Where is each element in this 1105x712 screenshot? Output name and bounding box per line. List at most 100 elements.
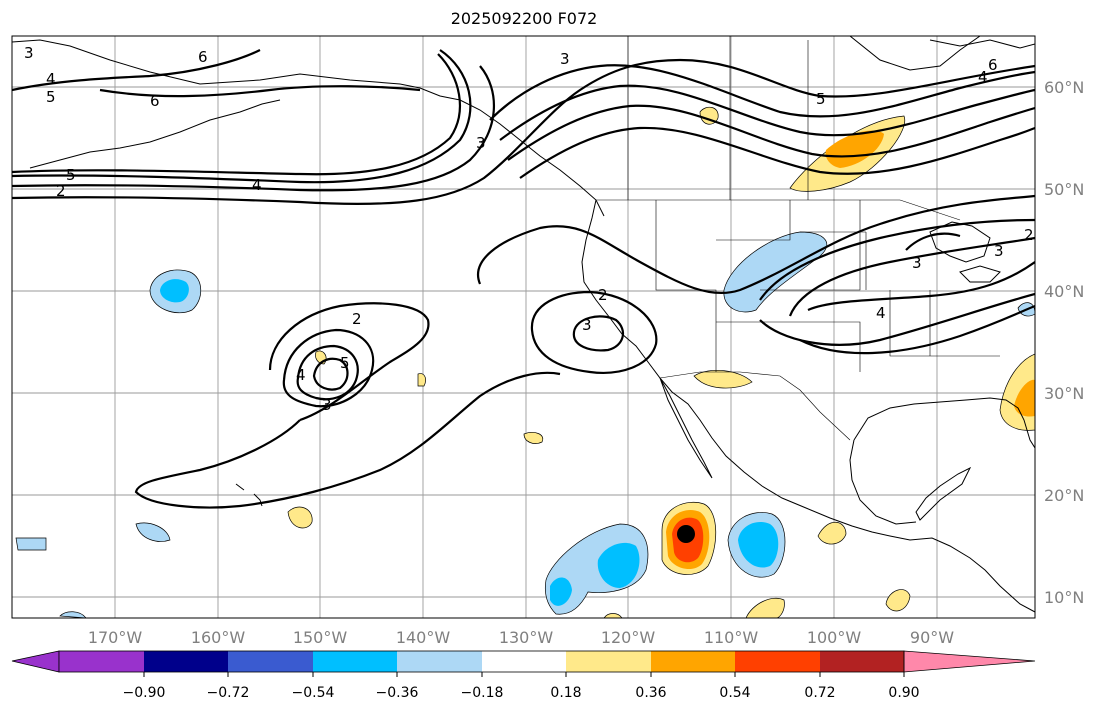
colorbar: −0.90 −0.72 −0.54 −0.36 −0.18 0.18 0.36 … — [11, 650, 1036, 701]
lon-label: 160°W — [191, 628, 246, 647]
graticule — [12, 36, 1035, 618]
contour-2-pacific-low — [268, 302, 430, 422]
contour-label: 3 — [912, 254, 922, 272]
contour-5-jet — [507, 104, 1035, 161]
colorbar-tick-label: −0.54 — [292, 685, 335, 701]
colorbar-tick-label: 0.90 — [888, 685, 919, 701]
contour-5-pacific-low — [312, 357, 349, 391]
anomaly-pos-south-2 — [885, 589, 911, 612]
contour-label: 2 — [598, 286, 608, 304]
contour-6-northwest — [99, 85, 421, 98]
colorbar-tick-label: −0.18 — [461, 685, 504, 701]
lon-label: 150°W — [293, 628, 348, 647]
lon-label: 140°W — [396, 628, 451, 647]
colorbar-segment — [482, 651, 567, 672]
lat-label: 20°N — [1044, 486, 1084, 505]
lon-label: 90°W — [910, 628, 954, 647]
contour-2-trough — [477, 194, 1035, 295]
canada-provinces — [627, 36, 809, 200]
contour-label: 5 — [46, 88, 56, 106]
north-america-west-coast — [581, 199, 1035, 613]
lon-label: 130°W — [499, 628, 554, 647]
anomaly-pos-florida-core — [1014, 379, 1035, 417]
colorbar-tick-label: −0.36 — [376, 685, 419, 701]
contour-4-pacific — [12, 49, 472, 184]
anomaly-neg-storm-east-core — [738, 521, 779, 568]
latitude-labels: 60°N 50°N 40°N 30°N 20°N 10°N — [1044, 78, 1084, 607]
contour-label: 5 — [66, 166, 76, 184]
contour-label: 4 — [296, 366, 306, 384]
colorbar-tick-label: 0.36 — [635, 685, 666, 701]
contour-label: 6 — [150, 92, 160, 110]
yucatan — [915, 466, 972, 521]
colorbar-segment — [397, 651, 482, 672]
contour-3-trough — [759, 218, 1035, 301]
contour-5-trough — [759, 292, 1035, 346]
anomaly-neg-west-2 — [135, 522, 171, 542]
baja-california — [659, 377, 713, 479]
contour-label: 4 — [252, 176, 262, 194]
contour-label: 3 — [560, 50, 570, 68]
contour-4-jet — [499, 84, 1035, 141]
contour-4-pacific-low — [296, 344, 359, 401]
contour-2-jet — [12, 58, 1035, 206]
contour-label: 3 — [322, 396, 332, 414]
contour-label-group: 3 4 5 6 5 4 6 3 5 6 4 3 2 3 2 3 5 4 3 4 … — [24, 44, 1034, 414]
contour-4b-trough — [807, 261, 1035, 312]
contour-6-jet — [519, 126, 1035, 179]
map-title: 2025092200 F072 — [450, 9, 598, 28]
colorbar-segment — [566, 651, 651, 672]
colorbar-tick-label: 0.54 — [719, 685, 750, 701]
alaska-coast — [12, 39, 605, 217]
anomaly-pos-canada-core — [825, 130, 884, 168]
colorbar-extend-min — [11, 650, 60, 673]
anomaly-pos-central-2 — [523, 432, 544, 444]
colorbar-segment — [651, 651, 736, 672]
colorbar-segment — [313, 651, 398, 672]
contour-label: 4 — [978, 68, 988, 86]
colorbar-tick-label: 0.72 — [804, 685, 835, 701]
contour-4b-pacific — [12, 53, 461, 176]
contour-label: 6 — [988, 56, 998, 74]
us-mexico-border — [659, 371, 851, 441]
canada-arctic — [929, 39, 1035, 49]
colorbar-tick-label: −0.72 — [207, 685, 250, 701]
anomaly-neg-storm-west-core — [597, 542, 640, 588]
contour-3-california-low — [572, 315, 625, 352]
contour-label: 6 — [198, 48, 208, 66]
contour-5-northwest — [12, 49, 261, 92]
longitude-labels: 170°W 160°W 150°W 140°W 130°W 120°W 110°… — [88, 628, 954, 647]
anomaly-pos-south-1 — [745, 597, 785, 618]
anomaly-neg-north-pacific-core — [160, 279, 189, 303]
colorbar-tick-label: −0.90 — [123, 685, 166, 701]
contour-label: 3 — [476, 134, 486, 152]
contour-label: 2 — [352, 310, 362, 328]
anomaly-neg-west-1 — [15, 537, 47, 551]
lat-label: 50°N — [1044, 180, 1084, 199]
anomaly-neg-storm-west-core-2 — [550, 577, 572, 606]
lon-label: 110°W — [704, 628, 759, 647]
storm-center-marker — [677, 525, 695, 543]
contour-label: 2 — [1024, 226, 1034, 244]
map-canvas: 3 4 5 6 5 4 6 3 5 6 4 3 2 3 2 3 5 4 3 4 … — [12, 36, 1035, 618]
contour-label: 3 — [994, 242, 1004, 260]
lat-label: 30°N — [1044, 384, 1084, 403]
colorbar-segment — [59, 651, 144, 672]
contour-3-pacific — [12, 65, 496, 192]
contour-2-california-low — [530, 290, 658, 374]
lat-label: 10°N — [1044, 588, 1084, 607]
anomaly-pos-central-1 — [287, 506, 313, 529]
contour-label: 3 — [582, 316, 592, 334]
lon-label: 100°W — [807, 628, 862, 647]
anomaly-pos-southwest — [693, 370, 753, 389]
colorbar-segment — [820, 651, 905, 672]
contour-2-subtropical — [134, 371, 561, 509]
contour-label: 4 — [46, 70, 56, 88]
mexico-gulf — [849, 439, 917, 525]
colorbar-tick-label: 0.18 — [550, 685, 581, 701]
us-states — [655, 200, 1000, 372]
colorbar-extend-max — [903, 650, 1036, 673]
colorbar-ticks — [143, 672, 905, 677]
contour-label: 5 — [816, 90, 826, 108]
height-contours — [12, 49, 1035, 509]
